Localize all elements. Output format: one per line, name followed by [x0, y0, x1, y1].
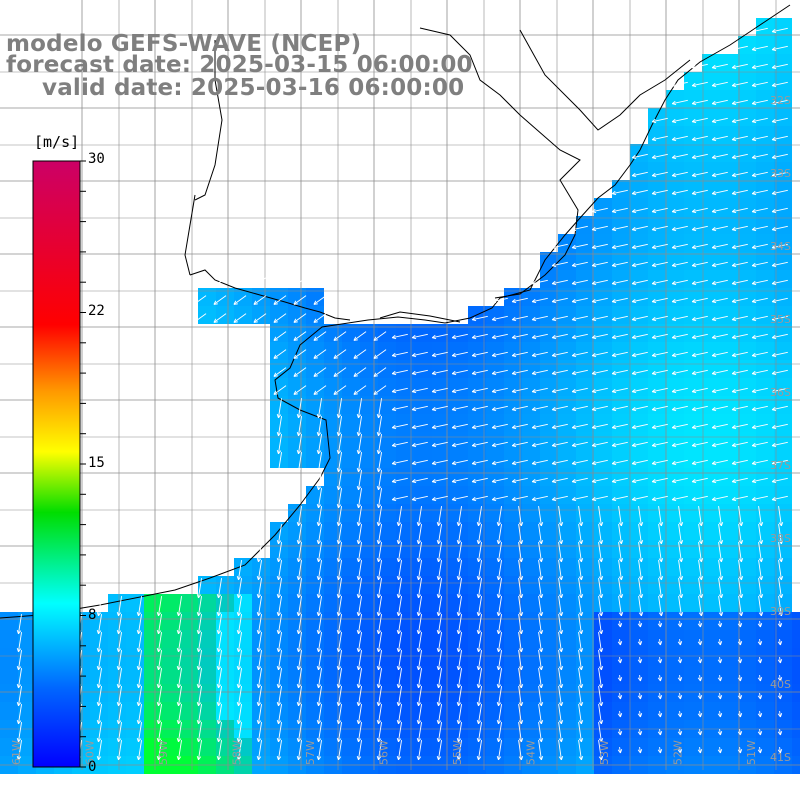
colorbar-tick-15: 15: [88, 455, 105, 471]
longitude-label: 56W: [378, 740, 391, 765]
latitude-label: 33S: [770, 167, 791, 180]
river-plate-shoreline: [184, 27, 691, 323]
title-model: modelo GEFS-WAVE (NCEP): [6, 31, 362, 57]
latitude-label: 38S: [770, 532, 791, 545]
latitude-label: 41S: [770, 751, 791, 764]
longitude-label: 54W: [525, 740, 538, 765]
longitude-label: 51W: [745, 740, 758, 765]
longitude-label: 52W: [672, 740, 685, 765]
latitude-label: 36S: [770, 386, 791, 399]
colorbar-tick-0: 0: [88, 759, 97, 775]
latitude-label: 35S: [770, 313, 791, 326]
latitude-label: 39S: [770, 605, 791, 618]
colorbar-ticks: [80, 160, 86, 768]
longitude-label: 55W: [451, 740, 464, 765]
longitude-label: 59W: [157, 740, 170, 765]
longitude-label: 58W: [231, 740, 244, 765]
title-forecast-date: forecast date: 2025-03-15 06:00:00: [6, 52, 473, 78]
latitude-label: 32S: [770, 94, 791, 107]
lat-lon-grid: [0, 0, 800, 770]
colorbar-tick-8: 8: [88, 607, 97, 623]
longitude-label: 60W: [84, 740, 97, 765]
latitude-labels: 32S 33S 34S 35S 36S 37S 38S 39S 40S 41S: [770, 94, 791, 764]
latitude-label: 37S: [770, 459, 791, 472]
latitude-label: 40S: [770, 678, 791, 691]
longitude-label: 61W: [10, 740, 23, 765]
coastline: [0, 4, 791, 619]
colorbar-unit: [m/s]: [34, 133, 80, 151]
longitude-label: 57W: [304, 740, 317, 765]
colorbar: [32, 160, 81, 768]
longitude-labels: 61W 60W 59W 58W 57W 56W 55W 54W 53W 52W 51W: [10, 740, 758, 765]
longitude-label: 53W: [598, 740, 611, 765]
latitude-label: 34S: [770, 240, 791, 253]
title-valid-date: valid date: 2025-03-16 06:00:00: [42, 75, 465, 101]
colorbar-tick-22: 22: [88, 303, 105, 319]
colorbar-tick-30: 30: [88, 151, 105, 167]
